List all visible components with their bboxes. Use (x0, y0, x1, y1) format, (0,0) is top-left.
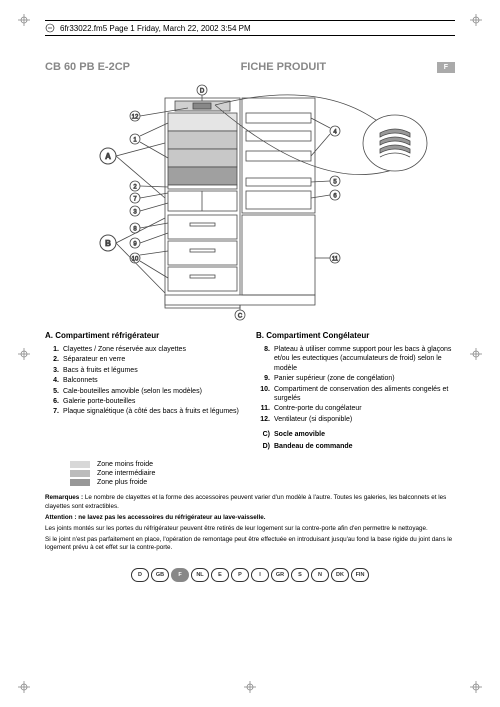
section-a-item: 2.Séparateur en verre (45, 355, 244, 364)
language-option: GB (151, 568, 169, 582)
section-a-item: 5.Cale-bouteilles amovible (selon les mo… (45, 387, 244, 396)
callout-10: 10 (132, 257, 139, 263)
language-option: P (231, 568, 249, 582)
language-option: E (211, 568, 229, 582)
callout-A: A (105, 152, 111, 161)
temperature-legend: Zone moins froide Zone intermédiaire Zone … (45, 461, 455, 486)
callout-12: 12 (132, 115, 139, 121)
section-a: A. Compartiment réfrigérateur 1.Clayette… (45, 331, 244, 453)
doc-header: 6fr33022.fm5 Page 1 Friday, March 22, 20… (45, 20, 455, 36)
section-cd-item: C)Socle amovible (256, 430, 455, 439)
language-option: N (311, 568, 329, 582)
header-text: 6fr33022.fm5 Page 1 Friday, March 22, 20… (60, 24, 251, 33)
section-a-item: 7.Plaque signalétique (à côté des bacs à… (45, 407, 244, 416)
page-icon (45, 23, 55, 33)
callout-D: D (200, 89, 205, 95)
section-b-item: 10.Compartiment de conservation des alim… (256, 385, 455, 404)
title-row: CB 60 PB E-2CP FICHE PRODUIT F (45, 61, 455, 73)
section-b-heading: B. Compartiment Congélateur (256, 331, 455, 342)
section-a-item: 3.Bacs à fruits et légumes (45, 366, 244, 375)
language-option: GR (271, 568, 289, 582)
legend-row: Zone moins froide (45, 461, 455, 468)
language-option: NL (191, 568, 209, 582)
notes: Remarques : Le nombre de clayettes et la… (45, 494, 455, 553)
language-option: I (251, 568, 269, 582)
callout-11: 11 (332, 257, 339, 263)
model-code: CB 60 PB E-2CP (45, 61, 130, 73)
section-b: B. Compartiment Congélateur 8.Plateau à … (256, 331, 455, 453)
section-b-item: 9.Panier supérieur (zone de congélation) (256, 374, 455, 383)
language-selector: DGBFNLEPIGRSNDKFIN (45, 563, 455, 582)
language-option: FIN (351, 568, 369, 582)
legend-row: Zone plus froide (45, 479, 455, 486)
section-b-item: 11.Contre-porte du congélateur (256, 404, 455, 413)
doc-title: FICHE PRODUIT (241, 61, 327, 73)
language-option: S (291, 568, 309, 582)
section-b-item: 8.Plateau à utiliser comme support pour … (256, 345, 455, 373)
product-diagram: 12 D 1 A 2 7 (45, 83, 455, 323)
section-a-item: 4.Balconnets (45, 376, 244, 385)
language-option: F (171, 568, 189, 582)
language-option: D (131, 568, 149, 582)
section-a-heading: A. Compartiment réfrigérateur (45, 331, 244, 342)
section-a-item: 1.Clayettes / Zone réservée aux clayette… (45, 345, 244, 354)
section-b-item: 12.Ventilateur (si disponible) (256, 415, 455, 424)
callout-C: C (238, 314, 243, 320)
legend-row: Zone intermédiaire (45, 470, 455, 477)
section-a-item: 6.Galerie porte-bouteilles (45, 397, 244, 406)
language-badge: F (437, 62, 455, 73)
section-cd-item: D)Bandeau de commande (256, 442, 455, 451)
callout-B: B (105, 239, 111, 248)
language-option: DK (331, 568, 349, 582)
